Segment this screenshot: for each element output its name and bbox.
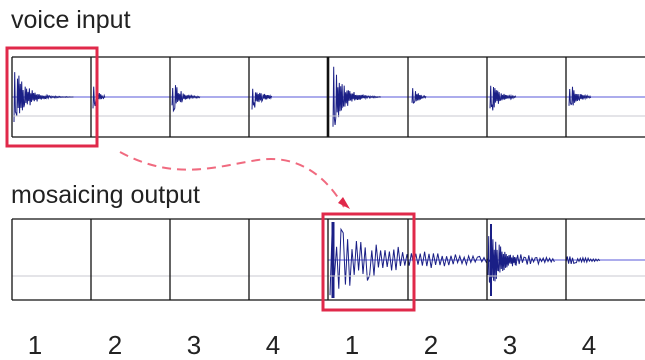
- mosaicing-output-label: mosaicing output: [11, 181, 201, 209]
- beat-number: 4: [265, 330, 281, 360]
- beat-number: 3: [502, 330, 518, 360]
- mapping-arrow: [119, 151, 345, 208]
- voice-waveform: [489, 85, 517, 111]
- mosaic-waveform: [515, 254, 555, 266]
- voice-waveform: [568, 86, 592, 106]
- output-selection-box: [321, 212, 416, 312]
- mosaic-waveform: [487, 235, 517, 284]
- voice-waveform: [251, 88, 273, 110]
- input-selection-box: [5, 46, 99, 148]
- voice-waveform: [13, 72, 74, 123]
- beat-number: 1: [27, 330, 43, 360]
- voice-waveform: [332, 66, 381, 127]
- mosaic-waveform: [565, 256, 601, 265]
- voice-waveform: [171, 85, 201, 113]
- beat-number: 4: [581, 330, 597, 360]
- grid-lines: [11, 56, 645, 301]
- mapping-arrow-head: [338, 197, 350, 209]
- voice-waveform: [92, 86, 106, 109]
- beat-number: 1: [344, 330, 360, 360]
- voice-waveform: [411, 88, 427, 104]
- beat-number: 2: [107, 330, 123, 360]
- voice-input-label: voice input: [11, 6, 131, 34]
- beat-number: 3: [186, 330, 202, 360]
- beat-number: 2: [423, 330, 439, 360]
